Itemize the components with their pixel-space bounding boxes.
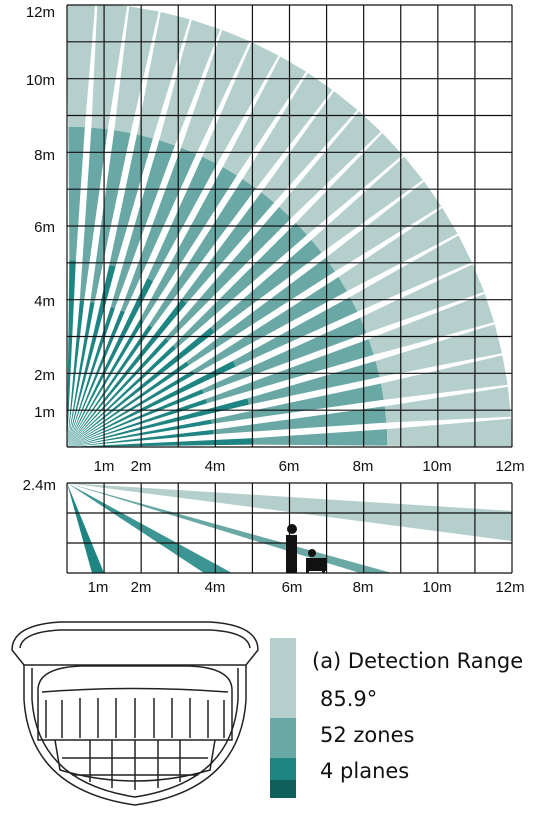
beam-segment	[360, 264, 485, 333]
x-label: 1m	[94, 458, 115, 475]
x-label: 6m	[282, 579, 303, 596]
beam-segment	[279, 111, 381, 219]
beam-segment	[79, 127, 108, 302]
height-label: 2.4m	[23, 477, 56, 494]
x-label: 10m	[422, 579, 451, 596]
beam-segment	[67, 310, 125, 447]
labels: 12m 10m 8m 6m 4m 2m 1m 1m 2m 4m 6m 8m 10…	[23, 4, 525, 596]
y-label: 1m	[34, 404, 55, 421]
beam-segment	[350, 235, 472, 312]
beam-segment	[375, 324, 503, 378]
beam-segment	[368, 293, 495, 355]
beam-segment	[68, 126, 85, 261]
beam-segment	[67, 264, 116, 447]
y-label: 2m	[34, 367, 55, 384]
x-label: 6m	[279, 458, 300, 475]
x-label: 4m	[205, 579, 226, 596]
beam-segment	[67, 325, 153, 447]
beam-segment	[67, 319, 144, 447]
beam-segment	[173, 222, 308, 349]
top-beams	[67, 5, 512, 447]
y-label: 8m	[34, 147, 55, 164]
beam-segment	[67, 361, 189, 447]
legend-line: 85.9°	[320, 687, 377, 711]
beam-segment	[139, 167, 238, 322]
beam-segment	[311, 156, 423, 253]
legend-line: 4 planes	[320, 759, 409, 783]
beam-segment	[386, 418, 512, 447]
top-grid	[66, 4, 513, 448]
x-label: 2m	[131, 458, 152, 475]
y-label: 12m	[26, 4, 55, 21]
beam-segment	[338, 207, 458, 292]
person-icons	[286, 524, 326, 573]
beam-segment	[67, 306, 115, 447]
beam-segment	[211, 383, 384, 424]
beam-segment	[253, 429, 388, 446]
beam-segment	[165, 206, 292, 341]
beam-segment	[202, 42, 279, 164]
beam-segment	[90, 130, 131, 303]
y-label: 4m	[34, 293, 55, 310]
beam-segment	[384, 386, 511, 423]
beam-segment	[67, 389, 204, 447]
sensor-drawing	[11, 621, 259, 806]
beam-segment	[67, 338, 169, 447]
legend-line: 52 zones	[320, 723, 414, 747]
beam-segment	[67, 260, 76, 447]
beam-segment	[110, 140, 175, 309]
beam-segment	[67, 419, 212, 447]
x-label: 8m	[353, 458, 374, 475]
legend-bar	[270, 638, 296, 798]
beam-segment	[295, 133, 403, 235]
beam-segment	[91, 5, 128, 130]
beam-segment	[136, 11, 190, 139]
beam-segment	[67, 345, 176, 447]
beam-segment	[381, 355, 508, 400]
x-label: 12m	[495, 579, 524, 596]
beam-segment	[67, 360, 236, 447]
beam-segment	[148, 178, 257, 328]
beam-segment	[67, 399, 208, 447]
y-label: 6m	[34, 219, 55, 236]
beam-segment	[212, 406, 387, 435]
legend-title: (a) Detection Range	[312, 649, 523, 673]
x-label: 4m	[205, 458, 226, 475]
x-label: 8m	[353, 579, 374, 596]
x-label: 1m	[88, 579, 109, 596]
y-label: 10m	[26, 72, 55, 89]
beam-segment	[67, 278, 154, 447]
beam-segment	[147, 156, 218, 282]
beam-segment	[261, 91, 358, 203]
x-label: 10m	[422, 458, 451, 475]
beam-segment	[159, 19, 221, 146]
beam-segment	[247, 361, 380, 405]
x-label: 2m	[131, 579, 152, 596]
beam-segment	[186, 257, 336, 366]
beam-segment	[109, 134, 153, 267]
beam-segment	[242, 72, 333, 189]
beam-segment	[67, 5, 96, 128]
x-label: 12m	[495, 458, 524, 475]
beam-segment	[67, 438, 254, 447]
beam-segment	[181, 192, 275, 304]
beam-segment	[192, 276, 347, 375]
beam-segment	[67, 370, 195, 447]
beam-segment	[114, 6, 159, 133]
